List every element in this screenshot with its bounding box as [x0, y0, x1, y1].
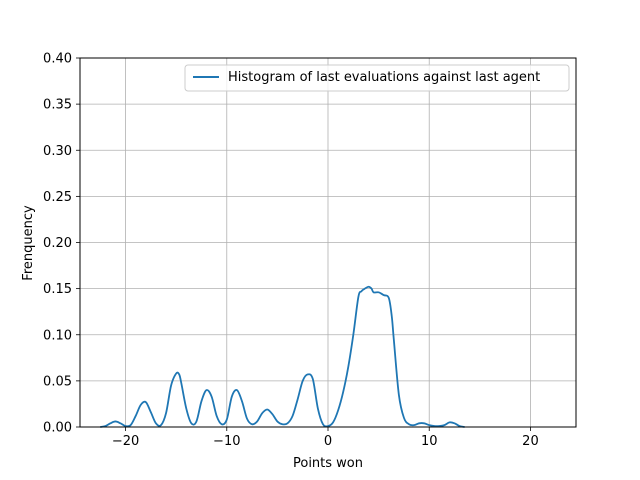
data-point — [110, 423, 111, 424]
data-point — [343, 391, 344, 392]
data-point — [361, 291, 362, 292]
data-point — [221, 424, 222, 425]
data-point — [353, 334, 354, 335]
data-point — [196, 421, 197, 422]
data-point — [419, 423, 420, 424]
data-point — [216, 415, 217, 416]
data-point — [459, 425, 460, 426]
data-point — [317, 408, 318, 409]
y-tick-label: 0.25 — [43, 190, 72, 205]
data-point — [429, 425, 430, 426]
y-tick-label: 0.15 — [43, 282, 72, 297]
data-point — [186, 408, 187, 409]
legend-box — [184, 64, 570, 92]
y-tick-label: 0.20 — [43, 236, 72, 251]
data-point — [165, 413, 166, 414]
data-point — [413, 425, 414, 426]
data-point — [181, 382, 182, 383]
y-tick-label: 0.30 — [43, 144, 72, 159]
data-point — [236, 390, 237, 391]
y-tick-label: 0.40 — [43, 52, 72, 67]
data-point — [332, 422, 333, 423]
data-point — [383, 294, 384, 295]
data-point — [120, 423, 121, 424]
data-point — [388, 297, 389, 298]
data-point — [444, 425, 445, 426]
data-point — [176, 373, 177, 374]
data-point — [449, 422, 450, 423]
data-point — [398, 394, 399, 395]
data-point — [439, 425, 440, 426]
legend: Histogram of last evaluations against la… — [184, 64, 570, 92]
data-point — [191, 423, 192, 424]
data-point — [125, 425, 126, 426]
data-point — [226, 419, 227, 420]
x-axis-label: Points won — [293, 456, 363, 471]
data-point — [307, 374, 308, 375]
data-point — [327, 425, 328, 426]
data-point — [371, 288, 372, 289]
data-point — [403, 417, 404, 418]
data-point — [171, 385, 172, 386]
data-point — [115, 421, 116, 422]
data-point — [408, 424, 409, 425]
data-point — [378, 292, 379, 293]
y-tick-label: 0.35 — [43, 98, 72, 113]
data-point — [373, 292, 374, 293]
data-point — [140, 404, 141, 405]
data-point — [130, 425, 131, 426]
data-point — [206, 390, 207, 391]
data-point — [287, 423, 288, 424]
data-point — [424, 423, 425, 424]
data-point — [322, 424, 323, 425]
data-point — [135, 415, 136, 416]
x-tick-label: −10 — [213, 434, 240, 449]
data-point — [312, 378, 313, 379]
data-point — [231, 396, 232, 397]
data-point — [282, 424, 283, 425]
data-point — [155, 423, 156, 424]
data-point — [297, 399, 298, 400]
data-point — [267, 409, 268, 410]
data-point — [105, 425, 106, 426]
y-tick-label: 0.00 — [43, 421, 72, 436]
y-tick-label: 0.05 — [43, 374, 72, 389]
data-point — [179, 374, 180, 375]
x-tick-label: −20 — [112, 434, 139, 449]
series-line — [100, 285, 465, 428]
data-point — [145, 401, 146, 402]
data-point — [454, 423, 455, 424]
data-point — [391, 316, 392, 317]
data-point — [201, 401, 202, 402]
grid-lines — [80, 57, 576, 428]
data-point — [358, 296, 359, 297]
data-point — [257, 421, 258, 422]
y-tick-label: 0.10 — [43, 328, 72, 343]
data-point — [246, 418, 247, 419]
data-point — [150, 412, 151, 413]
data-point — [160, 425, 161, 426]
x-tick-label: 0 — [324, 434, 332, 449]
x-tick-label: 10 — [421, 434, 438, 449]
data-point — [368, 286, 369, 287]
data-point — [434, 425, 435, 426]
data-point — [277, 421, 278, 422]
x-tick-label: 20 — [522, 434, 539, 449]
data-point — [251, 424, 252, 425]
data-point — [211, 396, 212, 397]
data-point — [272, 413, 273, 414]
data-point — [338, 410, 339, 411]
data-point — [241, 401, 242, 402]
data-point — [302, 380, 303, 381]
data-point — [363, 289, 364, 290]
data-point — [292, 415, 293, 416]
data-point — [262, 413, 263, 414]
data-point — [393, 339, 394, 340]
tick-layer: −20 −10 0 10 20 0.00 0.05 0.10 0.15 0.20 0.25 0.30 0… — [43, 52, 539, 450]
y-axis-label: Frenquency — [21, 205, 36, 281]
legend-label: Histogram of last evaluations against la… — [228, 70, 540, 85]
data-point — [348, 366, 349, 367]
series-layer — [100, 285, 465, 428]
